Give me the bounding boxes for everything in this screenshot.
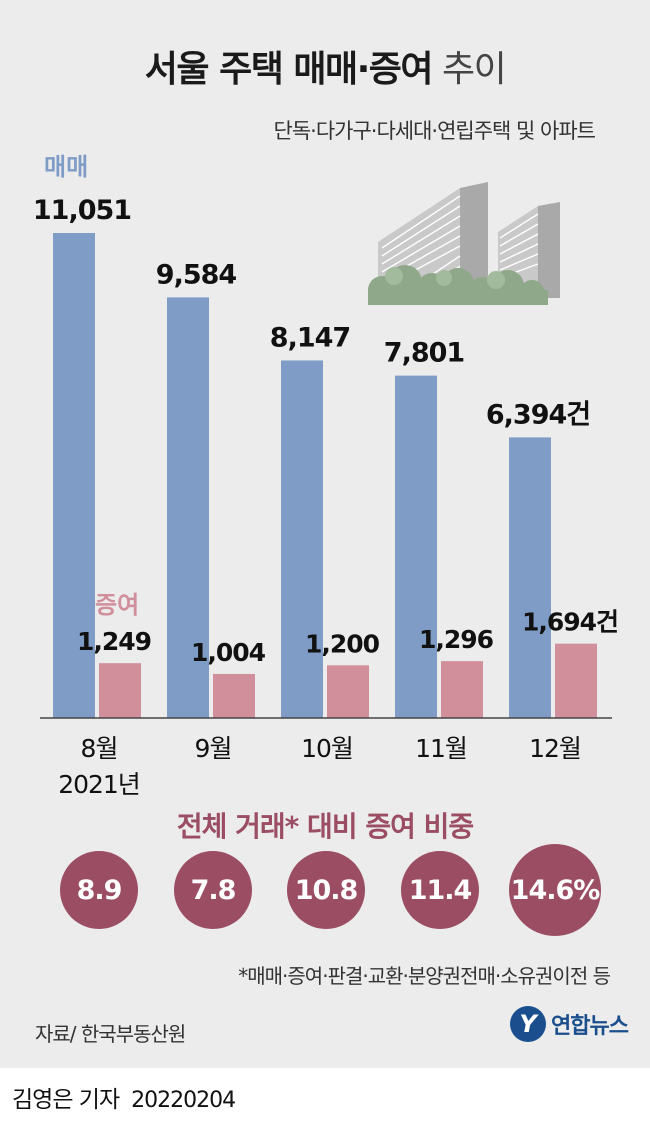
x-year-label: 2021년 [58, 770, 140, 799]
apartment-illustration [368, 182, 560, 305]
ratio-circle-4: 11.4 [401, 851, 479, 929]
bar-sale-2 [167, 297, 209, 718]
source-note: 자료/ 한국부동산원 [35, 1022, 186, 1046]
value-label-gift-2: 1,004 [191, 638, 266, 667]
bar-sale-4 [395, 375, 437, 718]
page-title: 서울 주택 매매·증여 추이 [0, 40, 650, 92]
byline: 김영은 기자 20220204 [12, 1080, 236, 1114]
ratio-circle-3: 10.8 [287, 851, 365, 929]
ratio-circle-1: 8.9 [60, 851, 138, 929]
subtitle: 단독·다가구·다세대·연립주택 및 아파트 [273, 119, 596, 143]
bar-chart: 매매 11,051 1,249 8월 9,584 1,004 9월 8,147 1,200 10월… [33, 153, 619, 799]
publish-date: 20220204 [131, 1088, 236, 1113]
reporter-name: 김영은 기자 [12, 1087, 120, 1113]
x-tick-label-5: 12월 [529, 734, 581, 763]
byline-bar [0, 1068, 650, 1125]
value-label-gift-5: 1,694건 [522, 608, 618, 637]
value-label-gift-1: 1,249 [77, 627, 151, 656]
footnote: *매매·증여·판결·교환·분양권전매·소유권이전 등 [238, 964, 611, 988]
title-main: 서울 주택 매매·증여 [144, 49, 434, 90]
x-tick-label-3: 10월 [301, 734, 353, 763]
bar-sale-1 [53, 233, 95, 718]
ratio-circle-2: 7.8 [174, 851, 252, 929]
x-tick-label-2: 9월 [195, 734, 232, 763]
logo-text: 연합뉴스 [551, 1014, 629, 1039]
series-label-gift: 증여 [95, 591, 139, 619]
value-label-gift-3: 1,200 [305, 629, 380, 658]
series-label-sale: 매매 [44, 153, 88, 181]
bar-gift-5 [555, 643, 597, 718]
ratio-title: 전체 거래* 대비 증여 비중 [176, 810, 474, 843]
value-label-sale-4: 7,801 [384, 338, 464, 369]
value-label-gift-4: 1,296 [419, 625, 494, 654]
value-label-sale-5: 6,394건 [486, 399, 590, 430]
ratio-circle-5: 14.6% [509, 844, 601, 936]
bar-gift-3 [327, 665, 369, 718]
publisher-logo: Y 연합뉴스 [510, 1006, 629, 1042]
logo-mark: Y [510, 1006, 547, 1042]
title-suffix: 추이 [441, 49, 507, 90]
value-label-sale-2: 9,584 [156, 259, 237, 290]
bar-gift-1 [99, 663, 141, 718]
x-tick-label-4: 11월 [415, 734, 467, 763]
value-label-sale-1: 11,051 [33, 195, 131, 226]
bar-sale-5 [509, 437, 551, 718]
bar-gift-2 [213, 673, 255, 718]
value-label-sale-3: 8,147 [270, 322, 350, 353]
x-tick-label-1: 8월 [81, 734, 118, 763]
bar-gift-4 [441, 661, 483, 718]
bar-sale-3 [281, 360, 323, 718]
